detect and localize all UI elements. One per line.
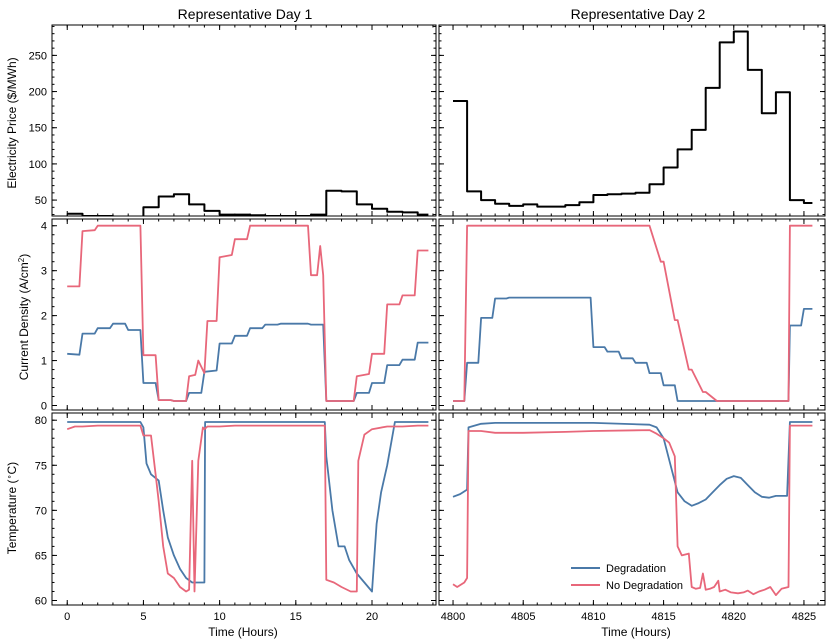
y-tick-label: 0: [41, 401, 47, 413]
y-tick-label: 4: [41, 221, 47, 233]
ylabel-price: Electricity Price ($/MWh): [5, 57, 19, 188]
x-tick-label: 4810: [581, 611, 605, 623]
panel-current-day1: 0 1 2 3 4: [41, 218, 437, 413]
x-tick-label: 5: [140, 611, 146, 623]
y-tick-label: 80: [35, 415, 47, 427]
series-line-degradation: [67, 322, 429, 402]
plot-frame: [438, 24, 826, 217]
x-tick-label: 4820: [722, 611, 746, 623]
y-tick-label: 75: [35, 460, 47, 472]
y-tick-label: 3: [41, 266, 47, 278]
y-tick-label: 60: [35, 595, 47, 607]
x-tick-label: 4825: [792, 611, 816, 623]
series-line-price: [453, 30, 813, 208]
plot-frame: [51, 24, 437, 217]
ylabel-temperature: Temperature (∘C): [5, 462, 19, 554]
series-line-no-degradation: [66, 424, 429, 593]
xlabel-day2: Time (Hours): [601, 625, 671, 639]
x-tick-label: 4815: [651, 611, 675, 623]
plot-frame: [438, 412, 826, 606]
series-line-degradation: [452, 421, 813, 507]
title-day2: Representative Day 2: [571, 6, 706, 22]
panel-price-day1: 50 100 150 200 250: [29, 24, 437, 217]
x-tick-label: 4800: [441, 611, 465, 623]
legend: Degradation No Degradation: [571, 563, 683, 592]
panel-temperature-day2: 4800 4805 4810 4815 4820 4825: [438, 412, 826, 623]
y-tick-label: 1: [41, 356, 47, 368]
x-tick-label: 20: [366, 611, 378, 623]
title-day1: Representative Day 1: [178, 6, 313, 22]
y-tick-label: 50: [35, 195, 47, 207]
series-line-no-degradation: [453, 224, 813, 402]
y-tick-label: 200: [29, 87, 47, 99]
y-tick-label: 250: [29, 50, 47, 62]
panel-price-day2: [438, 24, 826, 217]
y-tick-label: 100: [29, 159, 47, 171]
y-tick-label: 70: [35, 505, 47, 517]
series-line-no-degradation: [67, 224, 429, 402]
y-tick-label: 150: [29, 123, 47, 135]
legend-label-no-degradation: No Degradation: [606, 580, 683, 592]
x-tick-label: 4805: [511, 611, 535, 623]
panel-temperature-day1: 0 5 10 15 20 60 65 70 75 80: [35, 412, 437, 623]
plot-frame: [51, 218, 437, 411]
ylabel-current: Current Density (A/cm2): [17, 254, 31, 380]
x-tick-label: 10: [213, 611, 225, 623]
series-line-degradation: [453, 296, 813, 402]
y-tick-label: 2: [41, 311, 47, 323]
xlabel-day1: Time (Hours): [208, 625, 278, 639]
y-tick-label: 65: [35, 550, 47, 562]
series-line-degradation: [67, 421, 429, 593]
series-line-price: [67, 189, 429, 216]
panel-current-day2: [438, 218, 826, 411]
legend-label-degradation: Degradation: [606, 563, 666, 575]
x-tick-label: 15: [290, 611, 302, 623]
series-line-no-degradation: [452, 424, 813, 596]
plot-frame: [51, 412, 437, 606]
x-tick-label: 0: [64, 611, 70, 623]
plot-frame: [438, 218, 826, 411]
